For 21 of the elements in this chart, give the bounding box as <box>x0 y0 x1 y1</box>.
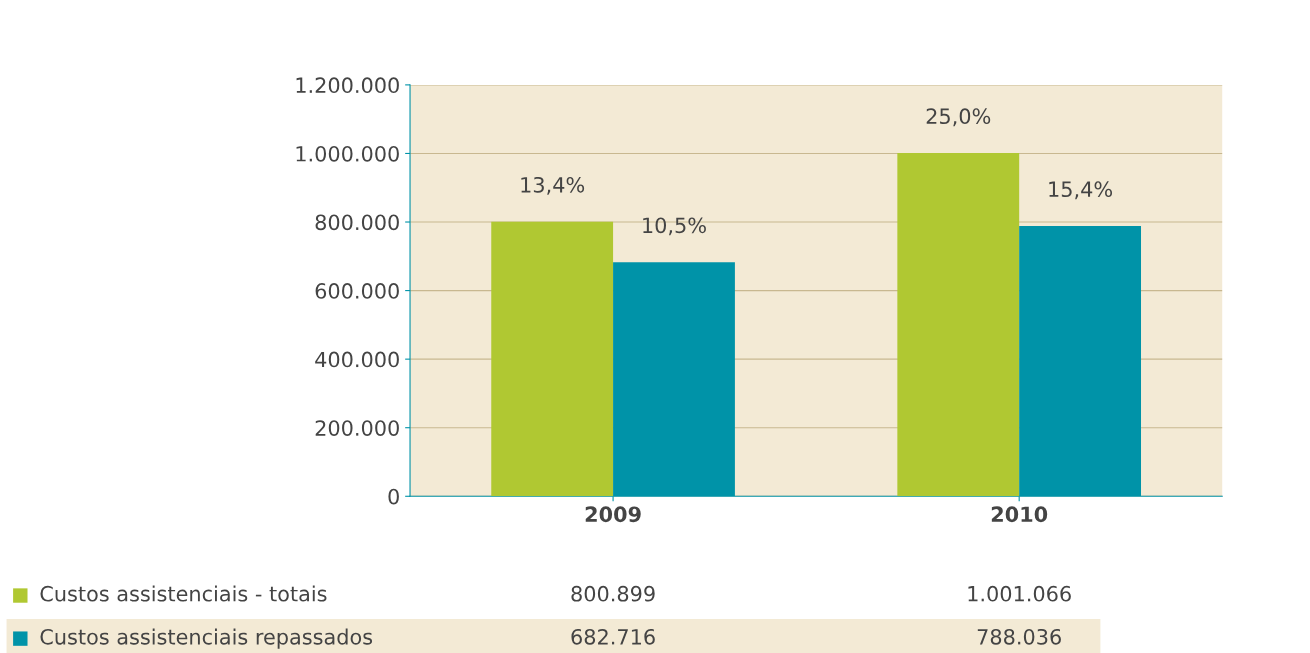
legend-label: Custos assistenciais repassados <box>40 628 373 649</box>
x-tick-label: 2009 <box>585 506 641 523</box>
y-tick-label: 0 <box>388 488 399 505</box>
bar <box>897 153 1020 497</box>
y-tick-label: 800.000 <box>315 214 399 231</box>
bar <box>491 221 614 497</box>
y-tick-label: 600.000 <box>315 283 399 299</box>
annotation: 13,4% <box>521 176 585 195</box>
legend-label: Custos assistenciais - totais <box>40 585 327 602</box>
y-tick-label: 1.200.000 <box>296 77 399 94</box>
annotation: 10,5% <box>643 217 706 236</box>
y-tick-label: 1.000.000 <box>296 145 399 162</box>
data-label: 788.036 <box>977 628 1061 645</box>
y-tick-label: 400.000 <box>315 351 399 368</box>
x-tick-label: 2010 <box>991 506 1048 523</box>
data-label: 1.001.066 <box>968 585 1071 602</box>
data-label: 800.899 <box>571 585 655 602</box>
data-label: 682.716 <box>571 628 655 645</box>
y-tick-label: 200.000 <box>315 420 399 436</box>
annotation: 25,0% <box>926 108 991 127</box>
annotation: 15,4% <box>1049 181 1113 200</box>
